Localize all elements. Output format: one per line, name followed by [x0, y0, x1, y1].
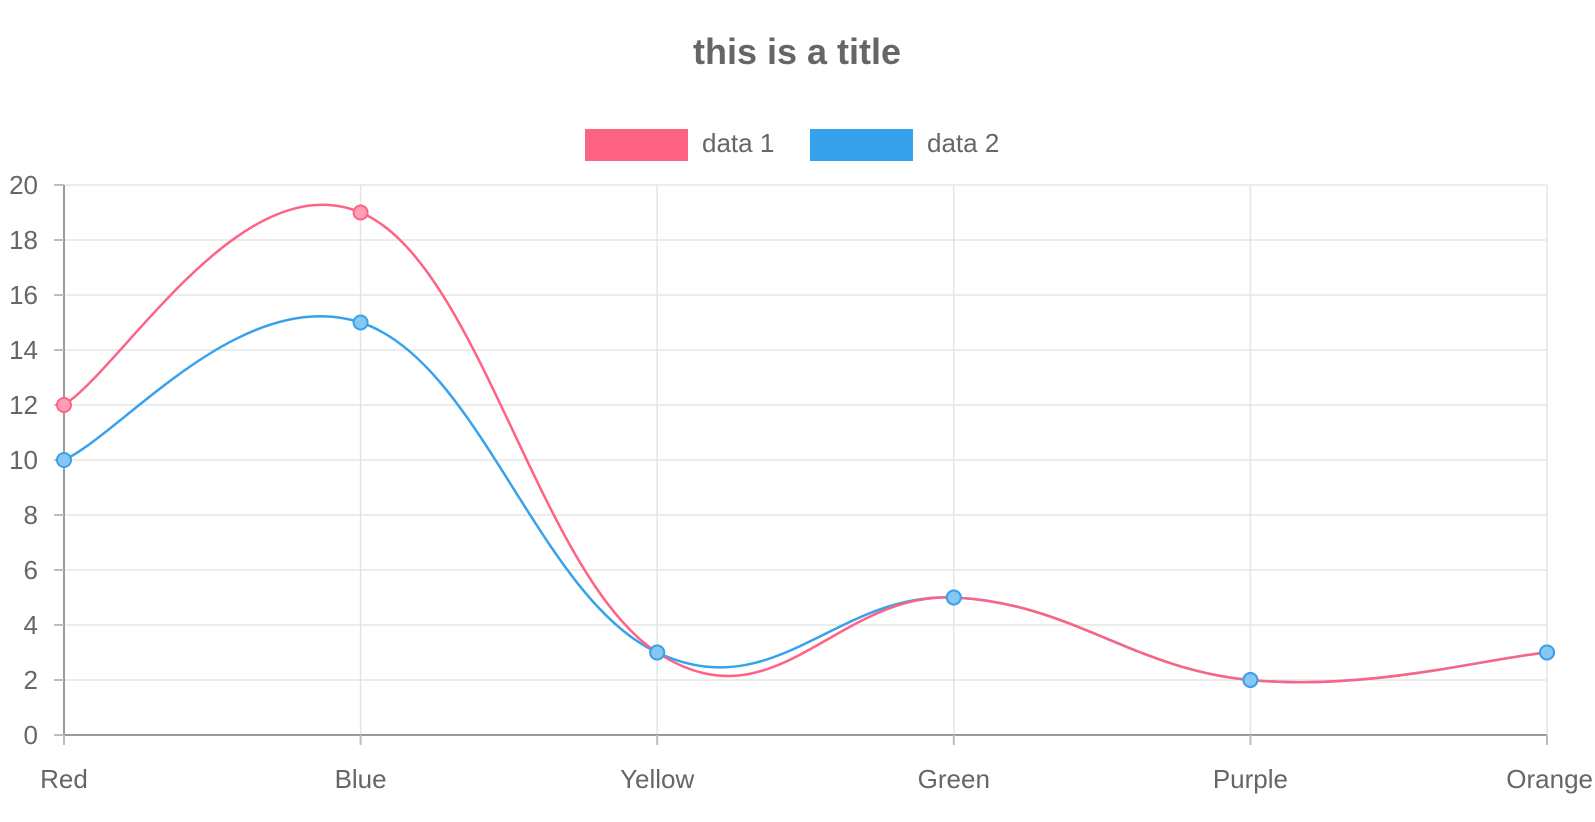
chart-title: this is a title — [693, 31, 901, 72]
data-point-data-2-red[interactable] — [56, 452, 72, 468]
x-tick-label-purple: Purple — [1213, 764, 1288, 794]
data-point-data-2-purple[interactable] — [1242, 672, 1259, 688]
data-point-data-2-green[interactable] — [945, 589, 962, 606]
y-tick-label-16: 16 — [9, 280, 38, 310]
data-point-data-1-red[interactable] — [56, 397, 72, 413]
x-tick-label-blue: Blue — [335, 764, 387, 794]
y-tick-label-4: 4 — [24, 610, 38, 640]
data-point-data-2-blue[interactable] — [352, 314, 369, 331]
series-line-data-2 — [62, 315, 1549, 684]
legend-label-data-2[interactable]: data 2 — [927, 128, 999, 158]
y-tick-label-8: 8 — [24, 500, 38, 530]
y-tick-label-18: 18 — [9, 225, 38, 255]
y-tick-label-20: 20 — [9, 170, 38, 200]
y-tick-label-6: 6 — [24, 555, 38, 585]
x-tick-label-green: Green — [918, 764, 990, 794]
legend-label-data-1[interactable]: data 1 — [702, 128, 774, 158]
x-tick-label-yellow: Yellow — [620, 764, 694, 794]
chart-axes — [54, 184, 1548, 745]
y-tick-labels: 0 2 4 6 8 10 12 14 16 18 20 — [9, 170, 38, 750]
y-tick-label-2: 2 — [24, 665, 38, 695]
y-tick-label-12: 12 — [9, 390, 38, 420]
x-tick-label-red: Red — [40, 764, 88, 794]
y-tick-label-0: 0 — [24, 720, 38, 750]
legend: data 1 data 2 — [585, 128, 999, 161]
legend-swatch-data-1[interactable] — [585, 129, 688, 161]
data-point-data-2-orange[interactable] — [1539, 644, 1555, 661]
data-point-data-2-yellow[interactable] — [649, 644, 666, 661]
series-line-data-1 — [62, 203, 1549, 684]
legend-swatch-data-2[interactable] — [810, 129, 913, 161]
series-points — [56, 204, 1555, 688]
data-point-data-1-blue[interactable] — [352, 204, 369, 221]
y-tick-label-14: 14 — [9, 335, 38, 365]
series-lines — [62, 203, 1549, 684]
x-tick-labels: Red Blue Yellow Green Purple Orange — [40, 764, 1593, 794]
y-tick-label-10: 10 — [9, 445, 38, 475]
x-tick-label-orange: Orange — [1506, 764, 1593, 794]
